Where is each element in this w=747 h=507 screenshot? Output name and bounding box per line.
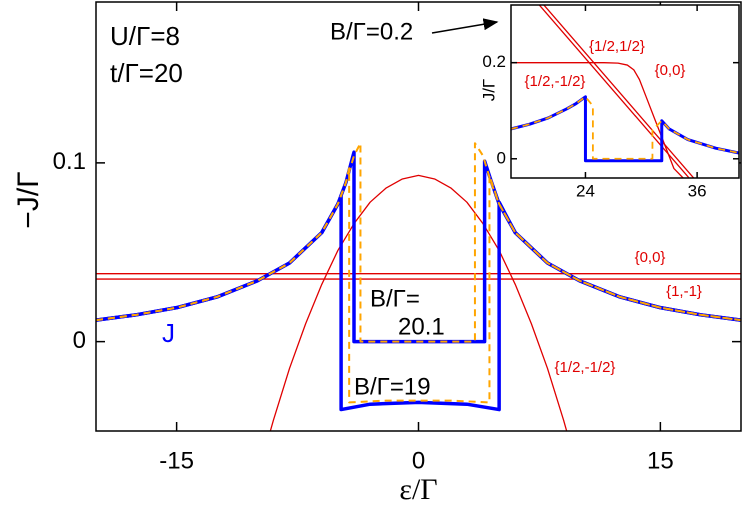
y-tick-label: 0: [497, 148, 506, 167]
annotation: t/Γ=20: [110, 58, 183, 88]
series-line: [511, 95, 739, 160]
arrow: [431, 18, 499, 34]
series-label: {1/2,1/2}: [589, 38, 645, 55]
plot-frame: [510, 4, 740, 179]
annotation: 20.1: [398, 313, 445, 340]
y-tick-label: 0: [73, 327, 86, 354]
x-tick-label: 36: [688, 181, 707, 200]
annotation: B/Γ=19: [354, 373, 431, 400]
series-label: {1,-1}: [666, 283, 702, 300]
annotation: B/Γ=0.2: [330, 18, 413, 45]
annotation: B/Γ=: [370, 285, 420, 312]
y-axis-label: J/Γ: [479, 79, 498, 102]
x-tick-label: 24: [576, 181, 595, 200]
y-axis-label: −J/Γ: [12, 171, 45, 228]
series-label: {1/2,-1/2}: [555, 359, 616, 376]
series-line: [269, 174, 568, 431]
plot-area: [96, 142, 741, 431]
series-line: [96, 142, 741, 343]
x-tick-label: 15: [647, 447, 674, 474]
series-line: [538, 5, 690, 178]
series-label: {0,0}: [655, 62, 686, 79]
annotation: J: [162, 318, 175, 348]
series-line: [543, 5, 695, 178]
y-tick-label: 0.1: [53, 148, 86, 175]
series-label: {1/2,-1/2}: [525, 73, 586, 90]
series-label: {0,0}: [635, 249, 666, 266]
x-tick-label: -15: [159, 447, 194, 474]
inset-background: [511, 5, 739, 178]
x-tick-label: 0: [412, 447, 425, 474]
annotation: U/Γ=8: [110, 21, 180, 51]
y-tick-label: 0.2: [482, 52, 506, 71]
x-axis-label: ε/Γ: [399, 473, 437, 506]
plot-area: [511, 5, 739, 178]
